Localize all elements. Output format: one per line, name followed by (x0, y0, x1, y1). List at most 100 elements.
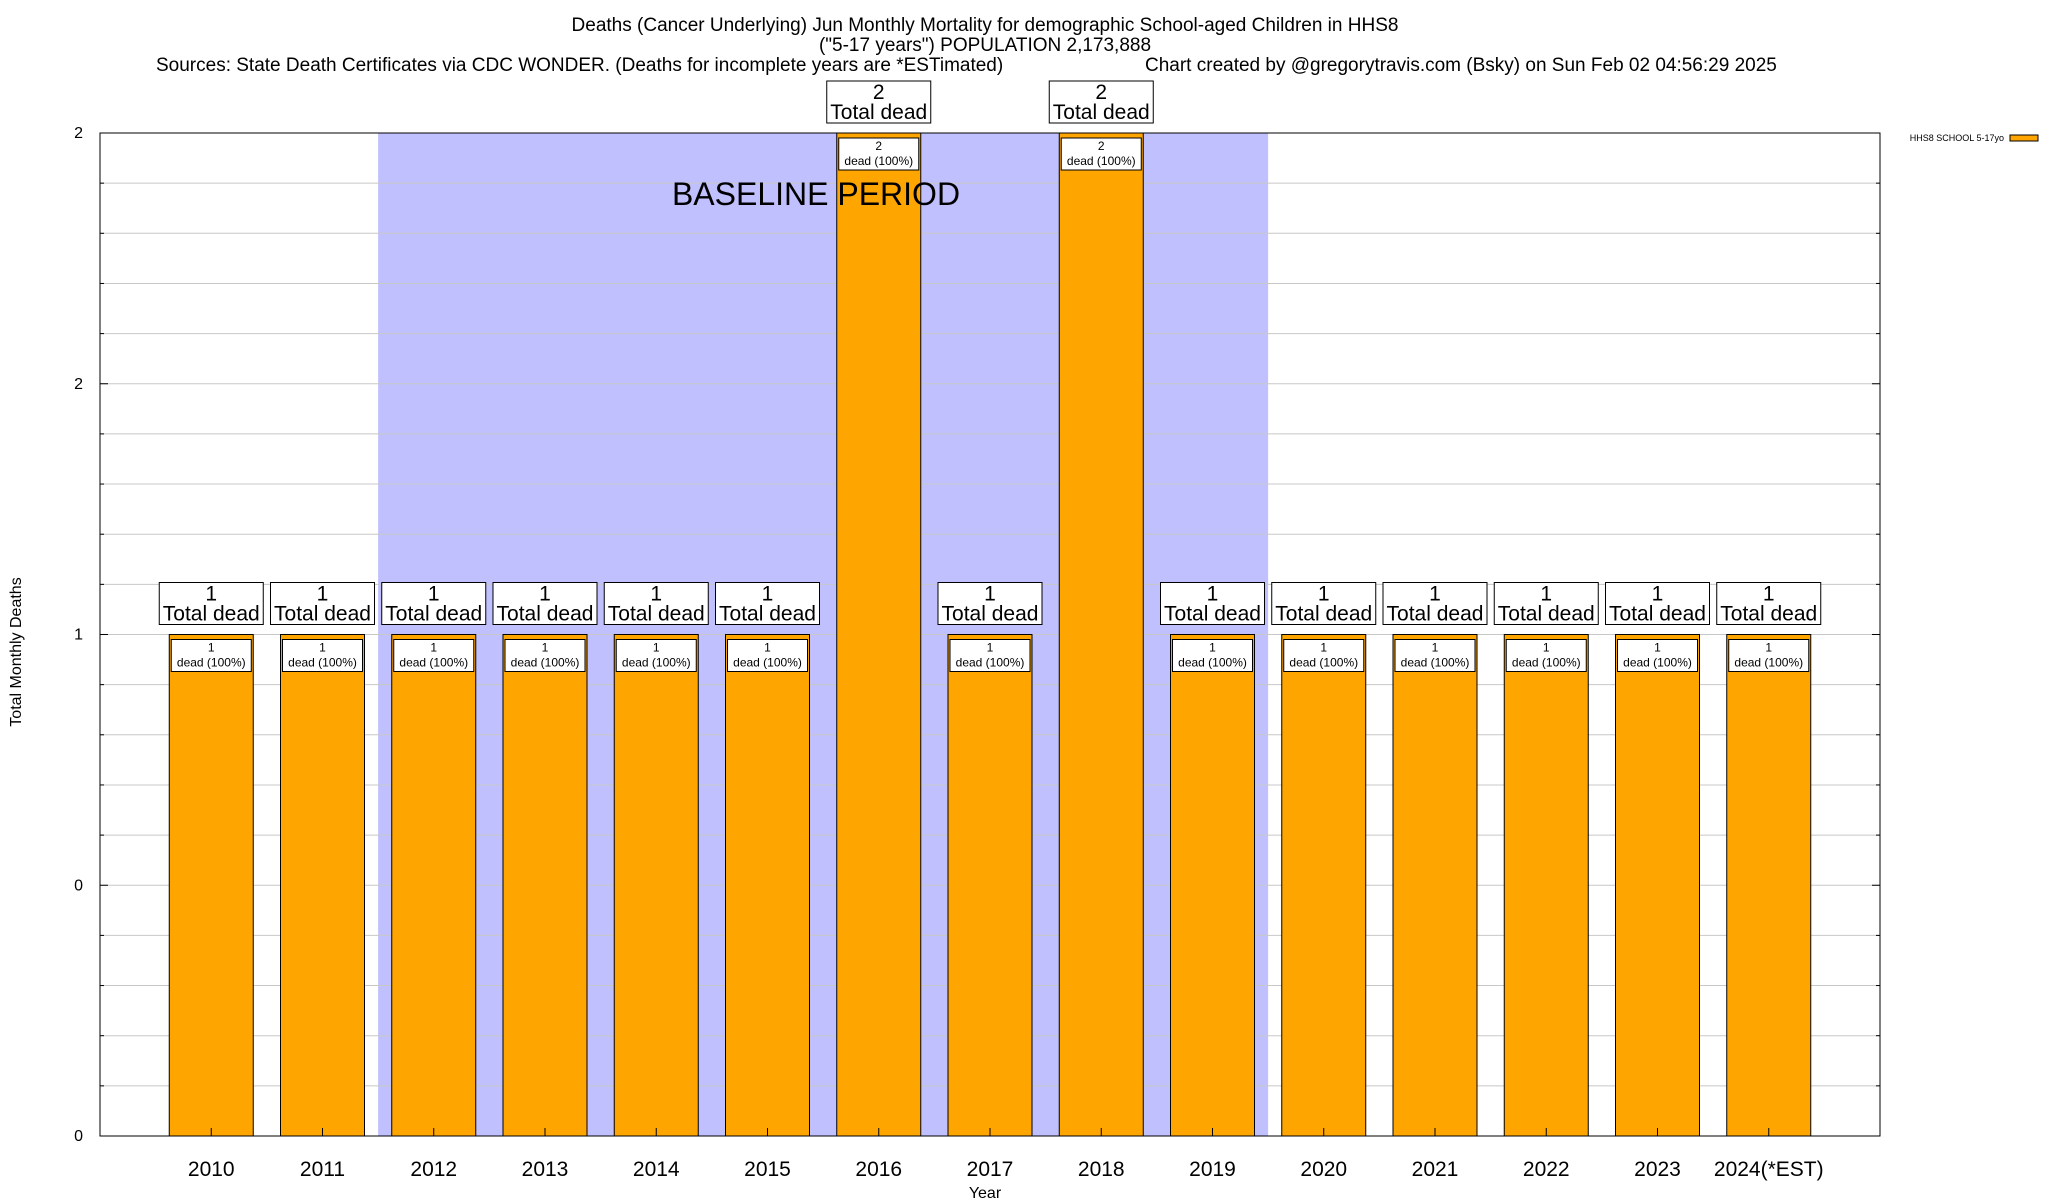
bar-inner-percent-label: dead (100%) (1401, 656, 1470, 670)
bar-inner-value-label: 1 (1765, 641, 1772, 655)
bar-total-label-box (158, 582, 264, 625)
baseline-period-label: BASELINE PERIOD (672, 176, 960, 212)
bar-inner-percent-label: dead (100%) (399, 656, 468, 670)
bar-total-label-box (1048, 80, 1154, 124)
bar-inner-label-box (282, 639, 363, 672)
bar-total-suffix-label: Total dead (1498, 603, 1595, 626)
bar-inner-value-label: 1 (1543, 641, 1550, 655)
bar-total-suffix-label: Total dead (385, 603, 482, 626)
bar-inner-percent-label: dead (100%) (177, 656, 246, 670)
bar-total-value-label: 2 (1095, 81, 1107, 104)
bar (1281, 634, 1367, 1137)
y-tick-label: 0 (74, 1128, 83, 1145)
bar (280, 634, 365, 1137)
bar-total-label-box (1493, 582, 1599, 625)
bar-total-suffix-label: Total dead (274, 603, 371, 626)
bar-inner-percent-label: dead (100%) (511, 656, 580, 670)
bar (1503, 634, 1589, 1137)
bar (947, 634, 1033, 1137)
bar-inner-percent-label: dead (100%) (844, 154, 913, 168)
x-tick-label: 2013 (522, 1158, 569, 1181)
bar-inner-label-box (1728, 639, 1810, 672)
x-tick-label: 2011 (300, 1158, 345, 1181)
bar (502, 634, 588, 1137)
bar (1726, 634, 1812, 1137)
x-tick-label: 2017 (967, 1158, 1014, 1181)
bar-total-value-label: 1 (1207, 583, 1219, 606)
bar (168, 634, 254, 1137)
bar-total-value-label: 1 (762, 583, 774, 606)
bar (1615, 634, 1700, 1137)
bar-total-value-label: 1 (539, 583, 551, 606)
bar-inner-label-box (1505, 639, 1587, 672)
bar-inner-label-box (727, 639, 808, 672)
bar-total-value-label: 2 (873, 81, 885, 104)
bar-total-suffix-label: Total dead (1275, 603, 1372, 626)
bar-total-suffix-label: Total dead (608, 603, 705, 626)
bar-inner-percent-label: dead (100%) (1623, 656, 1692, 670)
bar-total-value-label: 1 (428, 583, 440, 606)
bar-inner-percent-label: dead (100%) (622, 656, 691, 670)
bar-inner-label-box (1172, 639, 1253, 672)
bar-total-label-box (1605, 582, 1710, 625)
bar-total-value-label: 1 (1652, 583, 1664, 606)
bar-total-suffix-label: Total dead (1387, 603, 1484, 626)
bar (1058, 132, 1144, 1137)
bar-inner-label-box (1283, 639, 1365, 672)
bar (613, 634, 699, 1137)
x-tick-label: 2022 (1523, 1158, 1570, 1181)
bar-total-value-label: 1 (1318, 583, 1330, 606)
bar-inner-percent-label: dead (100%) (1289, 656, 1358, 670)
bar-inner-value-label: 1 (1209, 641, 1216, 655)
bar-inner-label-box (393, 639, 475, 672)
bar-inner-label-box (1394, 639, 1476, 672)
bar-total-value-label: 1 (317, 583, 329, 606)
bar-total-label-box (381, 582, 487, 625)
bar-total-value-label: 1 (650, 583, 662, 606)
bar-inner-percent-label: dead (100%) (288, 656, 357, 670)
bar-total-value-label: 1 (205, 583, 217, 606)
bar-inner-percent-label: dead (100%) (956, 656, 1025, 670)
chart-title: Deaths (Cancer Underlying) Jun Monthly M… (572, 15, 1399, 36)
bar-inner-value-label: 1 (1320, 641, 1327, 655)
bar-inner-percent-label: dead (100%) (1067, 154, 1136, 168)
x-tick-label: 2018 (1078, 1158, 1125, 1181)
y-tick-label: 2 (74, 125, 83, 142)
y-axis-title: Total Monthly Deaths (8, 577, 25, 726)
bar-total-label-box (1271, 582, 1377, 625)
bar-inner-label-box (504, 639, 586, 672)
legend-entry-label: HHS8 SCHOOL 5-17yo (1910, 133, 2004, 143)
x-tick-label: 2010 (188, 1158, 235, 1181)
bar-total-suffix-label: Total dead (719, 603, 816, 626)
bar-total-value-label: 1 (1429, 583, 1441, 606)
bar (1392, 634, 1478, 1137)
bar-total-suffix-label: Total dead (830, 101, 927, 124)
bar-inner-percent-label: dead (100%) (1734, 656, 1803, 670)
bar-inner-label-box (170, 639, 252, 672)
bar-total-label-box (937, 582, 1043, 625)
legend: HHS8 SCHOOL 5-17yo (1910, 133, 2039, 143)
bar-inner-value-label: 1 (319, 641, 326, 655)
bar-layer (168, 132, 1812, 1137)
bar-total-suffix-label: Total dead (1053, 101, 1150, 124)
bar (391, 634, 477, 1137)
bar-total-label-box (270, 582, 375, 625)
bar-inner-value-label: 1 (542, 641, 549, 655)
bar-total-value-label: 1 (1540, 583, 1552, 606)
y-tick-label: 0 (74, 877, 83, 894)
x-tick-label: 2023 (1634, 1158, 1681, 1181)
bar-inner-value-label: 1 (208, 641, 215, 655)
bar-inner-label-box (1060, 137, 1142, 171)
bar-inner-value-label: 1 (1432, 641, 1439, 655)
bar-total-suffix-label: Total dead (1164, 603, 1261, 626)
chart-sources: Sources: State Death Certificates via CD… (156, 55, 1003, 76)
x-tick-label: 2016 (855, 1158, 902, 1181)
bar-total-suffix-label: Total dead (497, 603, 594, 626)
bar-inner-label-box (949, 639, 1031, 672)
bar-inner-value-label: 1 (1654, 641, 1661, 655)
bar-total-suffix-label: Total dead (1609, 603, 1706, 626)
x-tick-label: 2015 (744, 1158, 791, 1181)
bar-inner-value-label: 1 (764, 641, 771, 655)
